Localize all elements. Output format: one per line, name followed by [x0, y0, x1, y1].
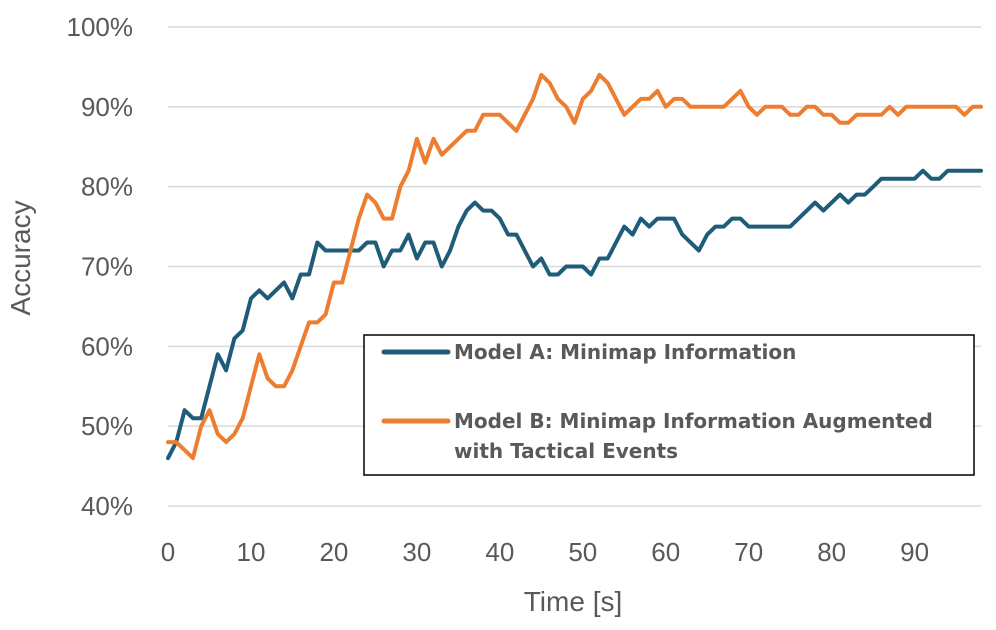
x-tick-label: 0 [161, 537, 175, 567]
x-tick-label: 20 [319, 537, 348, 567]
y-tick-label: 40% [81, 491, 133, 521]
x-tick-label: 60 [651, 537, 680, 567]
legend-label-model-b: Model B: Minimap Information Augmented wi… [454, 409, 933, 463]
y-tick-label: 70% [81, 252, 133, 282]
y-axis-ticks: 40% 50% 60% 70% 80% 90% 100% [67, 12, 134, 521]
x-axis-title: Time [s] [524, 586, 623, 617]
x-tick-label: 30 [402, 537, 431, 567]
x-tick-label: 90 [900, 537, 929, 567]
x-tick-label: 10 [236, 537, 265, 567]
legend-label-model-a: Model A: Minimap Information [454, 340, 796, 364]
series-line-model-b [166, 72, 983, 461]
y-tick-label: 50% [81, 411, 133, 441]
x-tick-label: 80 [817, 537, 846, 567]
x-axis-ticks: 0 10 20 30 40 50 60 70 80 90 [161, 537, 929, 567]
legend: Model A: Minimap Information Model B: Mi… [363, 334, 975, 476]
y-axis-title: Accuracy [5, 200, 36, 315]
legend-label-line: Model B: Minimap Information Augmented [454, 409, 933, 433]
y-tick-label: 100% [67, 12, 134, 42]
x-tick-label: 50 [568, 537, 597, 567]
series-line-model-a [166, 168, 983, 461]
legend-label-line: with Tactical Events [454, 439, 678, 463]
x-tick-label: 40 [485, 537, 514, 567]
x-tick-label: 70 [734, 537, 763, 567]
y-tick-label: 90% [81, 92, 133, 122]
y-tick-label: 80% [81, 172, 133, 202]
y-tick-label: 60% [81, 331, 133, 361]
legend-box [363, 334, 975, 476]
series-lines [166, 72, 983, 461]
